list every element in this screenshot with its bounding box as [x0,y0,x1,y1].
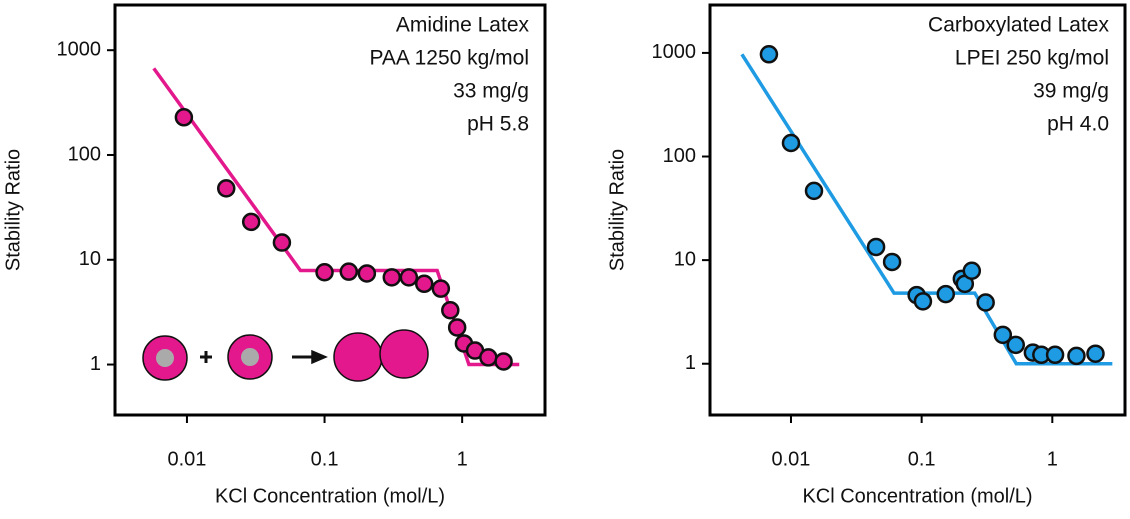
data-point [993,325,1013,345]
arrow-head [311,349,328,365]
x-tick-label: 0.01 [167,448,206,470]
data-point [913,292,933,311]
annotation: pH 5.8 [467,113,529,136]
data-point [1086,344,1105,363]
data-point [315,263,334,282]
annotation: Amidine Latex [396,14,530,37]
data-point [1006,335,1025,355]
y-axis-label: Stability Ratio [606,149,628,271]
data-point [441,300,460,320]
y-tick-label: 10 [79,248,101,270]
x-tick-label: 0.01 [772,448,811,470]
data-point [936,284,956,304]
annotation: LPEI 250 kg/mol [955,47,1109,70]
annotation: 33 mg/g [453,80,529,103]
particle-core [241,348,259,366]
y-tick-label: 100 [663,145,696,167]
x-axis-label: KCl Concentration (mol/L) [215,485,445,507]
data-point [382,268,402,287]
data-point [759,45,779,64]
y-tick-label: 1000 [57,38,102,60]
x-tick-label: 1 [457,448,468,470]
y-tick-label: 1000 [652,41,697,63]
x-tick-label: 0.1 [311,448,339,470]
x-tick-label: 0.1 [908,448,936,470]
data-point [447,318,467,337]
data-point [962,261,982,280]
data-point [399,268,419,287]
particle [379,329,429,379]
y-tick-label: 1 [685,352,696,374]
x-tick-label: 1 [1047,448,1058,470]
plot-frame [113,3,547,417]
fit-line [740,53,1113,366]
annotation: pH 4.0 [1047,113,1109,136]
particle-inset [142,329,429,382]
data-point [174,108,194,127]
data-point [479,348,498,367]
y-axis-label: Stability Ratio [2,149,24,271]
data-point [357,264,377,283]
data-point [216,179,236,198]
data-point [1067,346,1086,366]
plot-frame [708,3,1127,417]
data-point [976,293,995,312]
data-point [339,262,359,281]
data-point [804,181,824,201]
data-point [431,279,451,298]
annotation: 39 mg/g [1033,80,1109,103]
annotation: Carboxylated Latex [928,14,1109,37]
y-tick-label: 100 [68,143,101,165]
data-point [414,274,434,294]
particle [333,332,383,382]
annotation: PAA 1250 kg/mol [369,47,529,70]
data-point [866,237,886,257]
y-tick-label: 10 [674,248,696,270]
data-point [781,133,801,153]
x-axis-label: KCl Concentration (mol/L) [802,485,1032,507]
data-point [1045,345,1065,365]
data-point [241,212,261,232]
data-point [272,233,292,252]
y-tick-label: 1 [90,353,101,375]
particle-core [156,349,174,367]
fit-line [152,67,520,367]
data-point [494,352,513,371]
data-point [882,252,902,272]
